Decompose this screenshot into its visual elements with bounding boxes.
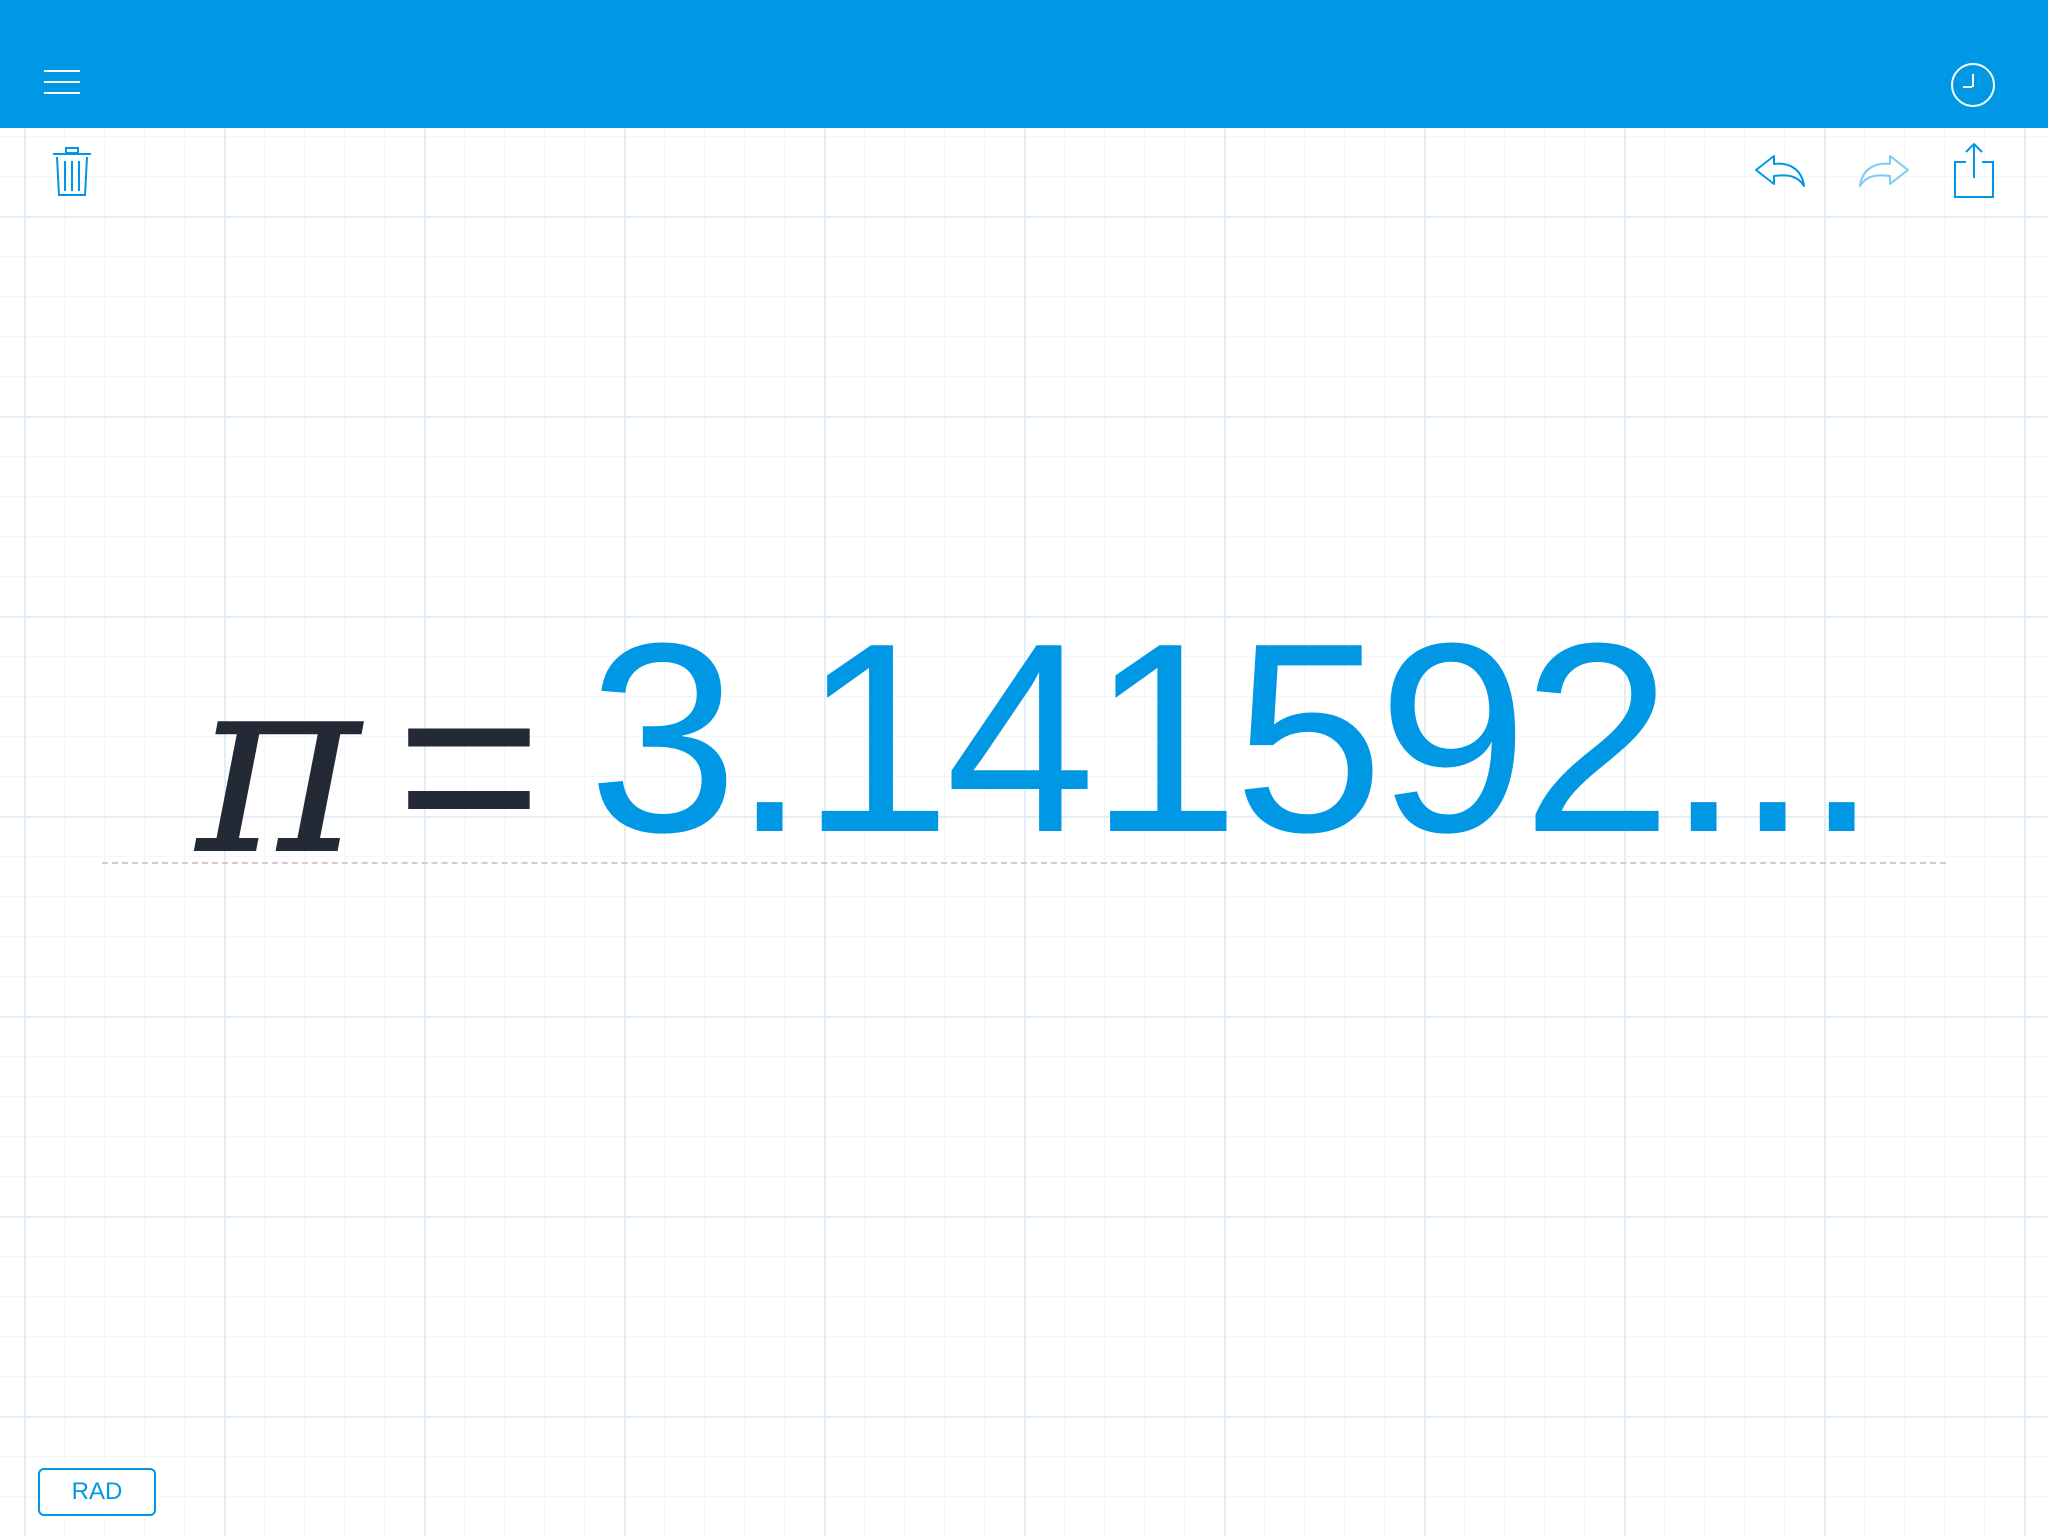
angle-mode-button[interactable]: RAD: [38, 1468, 156, 1516]
hamburger-menu-icon: [44, 70, 80, 94]
clear-button[interactable]: [50, 146, 94, 200]
history-button[interactable]: [1948, 60, 1998, 110]
share-button[interactable]: [1952, 140, 1998, 202]
result-value[interactable]: 3.141592...: [588, 588, 1879, 889]
clock-history-icon: [1951, 63, 1995, 107]
redo-button[interactable]: [1852, 148, 1912, 192]
pi-symbol[interactable]: π: [196, 619, 361, 910]
redo-arrow-icon: [1859, 155, 1909, 187]
top-bar: [0, 0, 2048, 128]
trash-icon: [53, 147, 91, 196]
grid-canvas[interactable]: [0, 128, 2048, 1536]
undo-button[interactable]: [1752, 148, 1812, 192]
menu-button[interactable]: [44, 60, 98, 104]
undo-arrow-icon: [1755, 155, 1805, 187]
equals-sign[interactable]: =: [396, 625, 542, 904]
share-icon: [1954, 142, 1994, 198]
